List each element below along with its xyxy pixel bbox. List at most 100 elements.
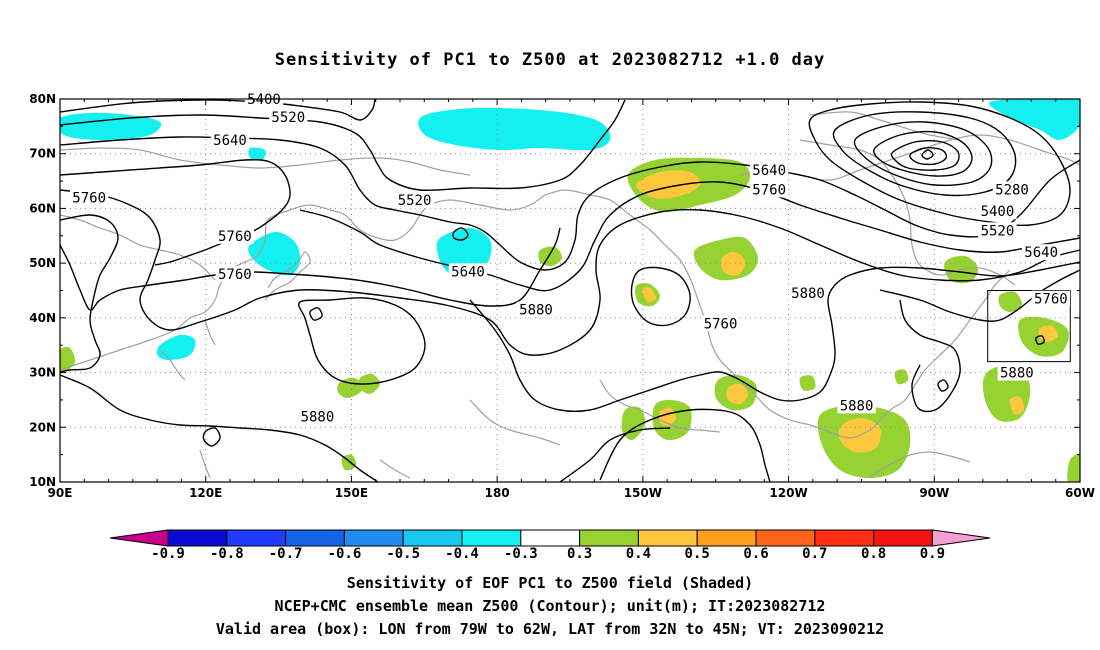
sensitivity-patch xyxy=(998,291,1023,313)
contour-label-bg xyxy=(448,263,488,280)
coastline xyxy=(199,449,211,479)
contour-label-bg xyxy=(1021,244,1061,261)
z500-contour-line xyxy=(899,299,961,413)
z500-contour-line xyxy=(832,111,1017,197)
caption-valid-area: Valid area (box): LON from 79W to 62W, L… xyxy=(215,620,885,638)
z500-contour-line xyxy=(853,121,993,187)
colorbar-segment xyxy=(579,529,639,547)
colorbar-segment xyxy=(226,529,287,547)
z500-contour-line xyxy=(202,427,221,447)
contour-label: 5520 xyxy=(981,223,1015,239)
z500-contours xyxy=(60,99,1080,482)
z500-contour-line xyxy=(873,130,973,177)
z500-contour-line xyxy=(630,266,691,327)
contour-label: 5520 xyxy=(398,193,432,209)
contour-label: 5760 xyxy=(704,316,738,332)
colorbar-segment xyxy=(637,529,698,547)
coastline xyxy=(60,194,546,371)
z500-contour-line xyxy=(452,227,469,241)
contour-label: 5880 xyxy=(519,303,553,319)
sensitivity-patch xyxy=(641,287,657,303)
z500-contour-line xyxy=(60,227,561,311)
z500-contour-line xyxy=(299,181,1080,292)
valid-area-box xyxy=(987,290,1071,363)
contour-label-bg xyxy=(395,192,434,209)
contour-label-bg xyxy=(269,109,308,126)
z500-contour-line xyxy=(298,297,426,385)
contour-label-bg xyxy=(992,181,1032,198)
contour-label-bg xyxy=(978,203,1017,220)
coastline xyxy=(379,459,411,479)
z500-contour-line xyxy=(1035,335,1045,345)
caption-contour: NCEP+CMC ensemble mean Z500 (Contour); u… xyxy=(274,597,826,615)
contour-label-bg xyxy=(837,397,876,414)
contour-label: 5640 xyxy=(752,163,786,179)
contour-label: 5880 xyxy=(1000,366,1034,382)
z500-contour-line xyxy=(60,159,291,266)
z500-contour-line xyxy=(808,101,1071,226)
coastline xyxy=(60,214,216,281)
colorbar-segment xyxy=(343,529,404,547)
lat-label: 20N xyxy=(29,420,56,434)
z500-contour-line xyxy=(559,427,671,482)
sensitivity-patch xyxy=(799,375,816,391)
lat-label: 70N xyxy=(29,147,56,161)
contour-label: 5640 xyxy=(213,133,247,149)
sensitivity-patch xyxy=(1067,454,1080,482)
sensitivity-patch xyxy=(248,231,301,276)
sensitivity-patch xyxy=(721,251,746,276)
lat-label: 10N xyxy=(29,475,56,489)
contour-label-bg xyxy=(215,227,255,244)
colorbar-segment xyxy=(402,529,463,547)
colorbar-segment xyxy=(520,529,581,547)
sensitivity-patch xyxy=(538,246,563,267)
lat-label: 30N xyxy=(29,366,56,380)
coastline xyxy=(799,139,1016,286)
plot-frame xyxy=(59,98,1081,483)
lon-label: 120E xyxy=(189,486,222,500)
sensitivity-patch xyxy=(418,107,611,151)
z500-contour-line xyxy=(60,99,376,121)
z500-contour-line xyxy=(937,379,949,392)
sensitivity-patch xyxy=(989,99,1080,141)
z500-contour-line xyxy=(60,99,626,191)
colorbar-label: -0.3 xyxy=(504,546,538,562)
contour-label: 5640 xyxy=(451,264,485,280)
lon-label: 60W xyxy=(1065,486,1095,500)
coastline xyxy=(159,349,186,381)
lon-label: 90W xyxy=(919,486,949,500)
lon-label: 90E xyxy=(48,486,73,500)
z500-contour-line xyxy=(890,140,960,171)
contour-label: 5880 xyxy=(301,409,335,425)
colorbar-label: -0.5 xyxy=(386,546,420,562)
contour-label: 5640 xyxy=(1024,245,1058,261)
contour-label: 5760 xyxy=(218,267,252,283)
colorbar-arrow-left xyxy=(109,529,169,547)
caption-shaded: Sensitivity of EOF PC1 to Z500 field (Sh… xyxy=(346,574,754,592)
contour-label: 5760 xyxy=(1034,292,1068,308)
colorbar-segment xyxy=(696,529,757,547)
sensitivity-patch xyxy=(726,383,748,405)
contour-labels: 5400 5520 5640 5760 5760 5760 5520 5640 5880 5880… xyxy=(69,91,1071,425)
colorbar-label: -0.9 xyxy=(151,546,185,562)
sensitivity-patch xyxy=(248,147,266,161)
contour-label-bg xyxy=(69,189,109,206)
colorbar-segment xyxy=(814,529,875,547)
contour-label-bg xyxy=(215,266,255,283)
contour-label: 5760 xyxy=(752,182,786,198)
coastline xyxy=(204,319,216,346)
coastline xyxy=(544,189,1011,439)
contour-label: 5280 xyxy=(995,182,1029,198)
lon-label: 150W xyxy=(624,486,662,500)
sensitivity-patch xyxy=(156,334,196,361)
colorbar-label: -0.6 xyxy=(328,546,362,562)
z500-contour-line xyxy=(60,136,1080,271)
valid-area-rectangle xyxy=(987,290,1071,363)
colorbar-segment xyxy=(873,529,933,547)
colorbar-label: 0.7 xyxy=(802,546,827,562)
colorbar-label: 0.5 xyxy=(685,546,710,562)
contour-label-bg xyxy=(1031,290,1071,307)
contour-label: 5880 xyxy=(840,398,874,414)
lat-label: 60N xyxy=(29,201,56,215)
